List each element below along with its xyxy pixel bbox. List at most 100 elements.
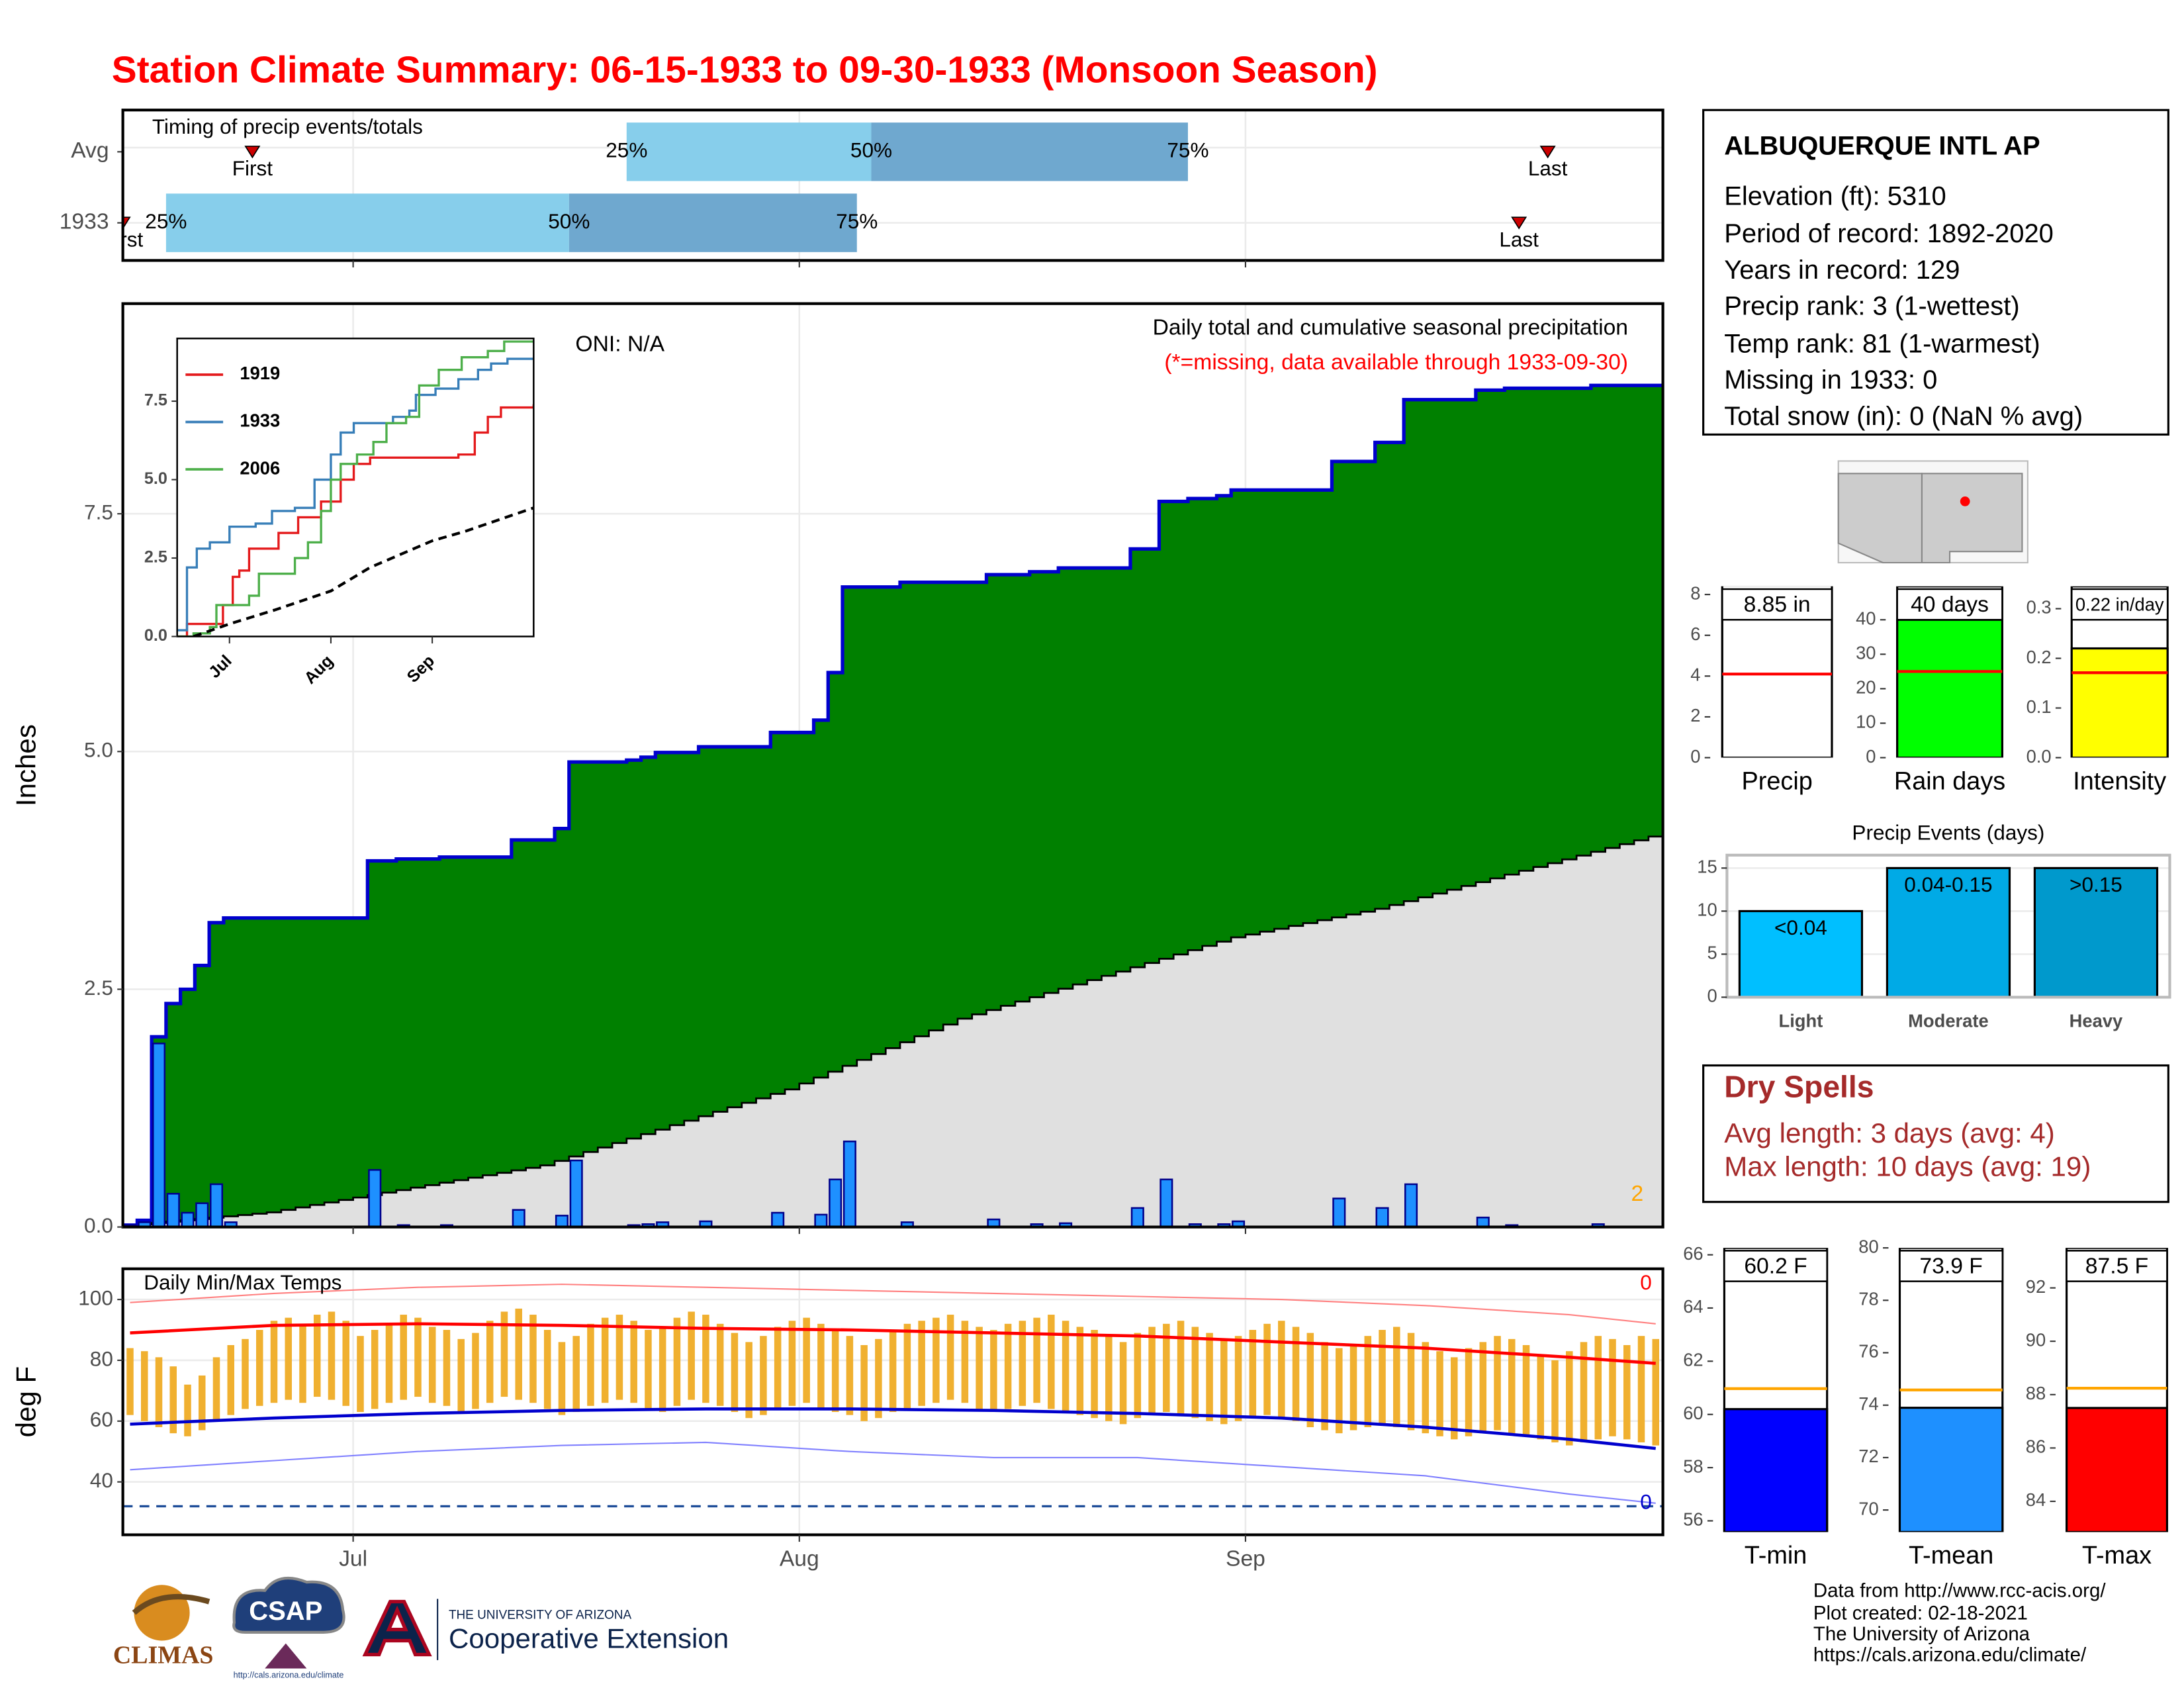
event-label: Last — [1528, 156, 1568, 180]
temp-range-bar — [1451, 1357, 1458, 1440]
temp-range-bar — [1321, 1342, 1328, 1430]
temp-range-bar — [313, 1315, 321, 1397]
temp-range-bar — [702, 1315, 709, 1403]
legend-label: 2006 — [240, 457, 280, 478]
temp-range-bar — [328, 1311, 336, 1400]
map-state — [1837, 473, 1923, 564]
daily-bar — [699, 1220, 713, 1227]
dry-spells-title: Dry Spells — [1724, 1070, 1874, 1104]
x-tick-label: Aug — [780, 1546, 819, 1571]
y-tick-label: 74 — [1858, 1393, 1878, 1414]
bar — [1738, 910, 1864, 998]
bar — [2033, 867, 2159, 998]
plot-area: ONI: N/A Daily total and cumulative seaso… — [122, 303, 1663, 1227]
series-line — [193, 506, 534, 637]
temp-range-bar — [414, 1317, 422, 1397]
temp-range-bar — [184, 1384, 191, 1436]
temp-range-bar — [342, 1321, 349, 1406]
temp-range-bar — [1508, 1338, 1516, 1434]
bar — [1723, 1408, 1829, 1532]
oni-label: ONI: N/A — [575, 332, 664, 357]
plot-frame — [121, 302, 1664, 1229]
y-tick-label: 0.3 — [2026, 597, 2052, 618]
temp-range-bar — [212, 1357, 220, 1421]
info-line: Period of record: 1892-2020 — [1724, 219, 2054, 248]
temp-range-bar — [400, 1315, 407, 1400]
bar — [1898, 1407, 2004, 1532]
daily-bar — [1375, 1207, 1389, 1227]
temp-range-bar — [673, 1317, 681, 1406]
y-tick-label: 80 — [90, 1346, 113, 1370]
temp-range-bar — [1220, 1338, 1228, 1425]
y-tick-label: 90 — [2026, 1329, 2046, 1350]
daily-bar — [368, 1169, 382, 1227]
temp-range-bar — [645, 1330, 652, 1409]
chart-panel: Timing of precip events/totals 25% 50% 75% F… — [60, 109, 1664, 267]
quartile-label: 25% — [606, 138, 647, 162]
info-line: Missing in 1933: 0 — [1724, 365, 1937, 395]
quartile-bar — [626, 122, 872, 181]
temp-range-bar — [1019, 1321, 1026, 1406]
credit: The University of Arizona — [1813, 1623, 2030, 1645]
below-record-count: 0 — [1640, 1490, 1652, 1514]
ua-name: THE UNIVERSITY OF ARIZONA — [449, 1609, 632, 1622]
y-tick-label: 40 — [1856, 608, 1876, 628]
temp-range-bar — [1652, 1338, 1660, 1446]
event-marker — [1539, 146, 1556, 159]
y-tick-label: 92 — [2026, 1276, 2046, 1297]
temp-range-bar — [1336, 1348, 1343, 1434]
chart-panel: 40 days Rain days 0 10 20 30 40 — [1856, 586, 2005, 795]
temp-range-bar — [1206, 1333, 1213, 1421]
event-label: Last — [1499, 227, 1539, 251]
temp-range-bar — [515, 1308, 522, 1400]
y-tick-label: 7.5 — [144, 391, 167, 410]
temp-range-bar — [1551, 1360, 1559, 1442]
y-tick-label: 70 — [1858, 1498, 1878, 1519]
y-tick-label: 0 — [1866, 746, 1876, 767]
temp-range-bar — [990, 1330, 997, 1413]
temp-range-bar — [126, 1348, 134, 1415]
temp-range-bar — [1364, 1336, 1372, 1427]
info-line: Total snow (in): 0 (NaN % avg) — [1724, 402, 2083, 431]
temp-range-bar — [1522, 1344, 1530, 1436]
temp-range-bar — [385, 1323, 393, 1403]
bar-label: <0.04 — [1774, 915, 1827, 939]
y-tick-label: 56 — [1683, 1509, 1703, 1530]
y-tick-label: 60 — [1683, 1403, 1703, 1423]
chart-panel: 73.9 F T-mean 70 72 74 76 78 80 — [1858, 1236, 2004, 1570]
daily-bar — [1059, 1222, 1073, 1227]
temp-range-bar — [198, 1375, 206, 1430]
chart-panel: <0.04 0.04-0.15 >0.15 Light Moderate Heavy Pre… — [1697, 821, 2171, 1031]
temp-range-bar — [1249, 1330, 1257, 1419]
temp-range-bar — [1349, 1344, 1357, 1430]
y-tick-label: 0.1 — [2026, 696, 2052, 717]
temp-range-bar — [1637, 1336, 1645, 1442]
plot-area: 87.5 F — [2066, 1248, 2169, 1532]
event-label: First — [103, 227, 144, 251]
temp-range-bar — [357, 1336, 364, 1413]
temp-range-bar — [1465, 1348, 1473, 1436]
temp-range-bar — [169, 1366, 177, 1434]
daily-bar — [814, 1213, 828, 1227]
temp-range-bar — [1119, 1342, 1127, 1425]
info-line: Precip rank: 3 (1-wettest) — [1724, 292, 2019, 321]
y-tick-label: 30 — [1856, 643, 1876, 663]
temp-range-bar — [630, 1321, 637, 1403]
temp-range-bar — [242, 1338, 249, 1409]
y-tick-label: 86 — [2026, 1436, 2046, 1457]
category-label: Heavy — [2070, 1011, 2123, 1031]
daily-bar — [771, 1211, 785, 1227]
y-tick-label: 40 — [90, 1468, 113, 1492]
temp-range-bar — [371, 1330, 379, 1409]
category-label: Avg — [71, 138, 109, 163]
y-tick-label: 15 — [1697, 857, 1717, 877]
plot-area: 40 days — [1896, 586, 2003, 758]
chart-panel: 87.5 F T-max 84 86 88 90 92 — [2026, 1248, 2169, 1570]
temp-range-bar — [1048, 1315, 1055, 1409]
temp-range-bar — [285, 1317, 292, 1400]
chart-subtitle: Daily total and cumulative seasonal prec… — [1153, 315, 1628, 340]
temp-range-bar — [817, 1323, 825, 1409]
category-label: T-min — [1745, 1542, 1807, 1570]
daily-bar — [195, 1202, 209, 1227]
